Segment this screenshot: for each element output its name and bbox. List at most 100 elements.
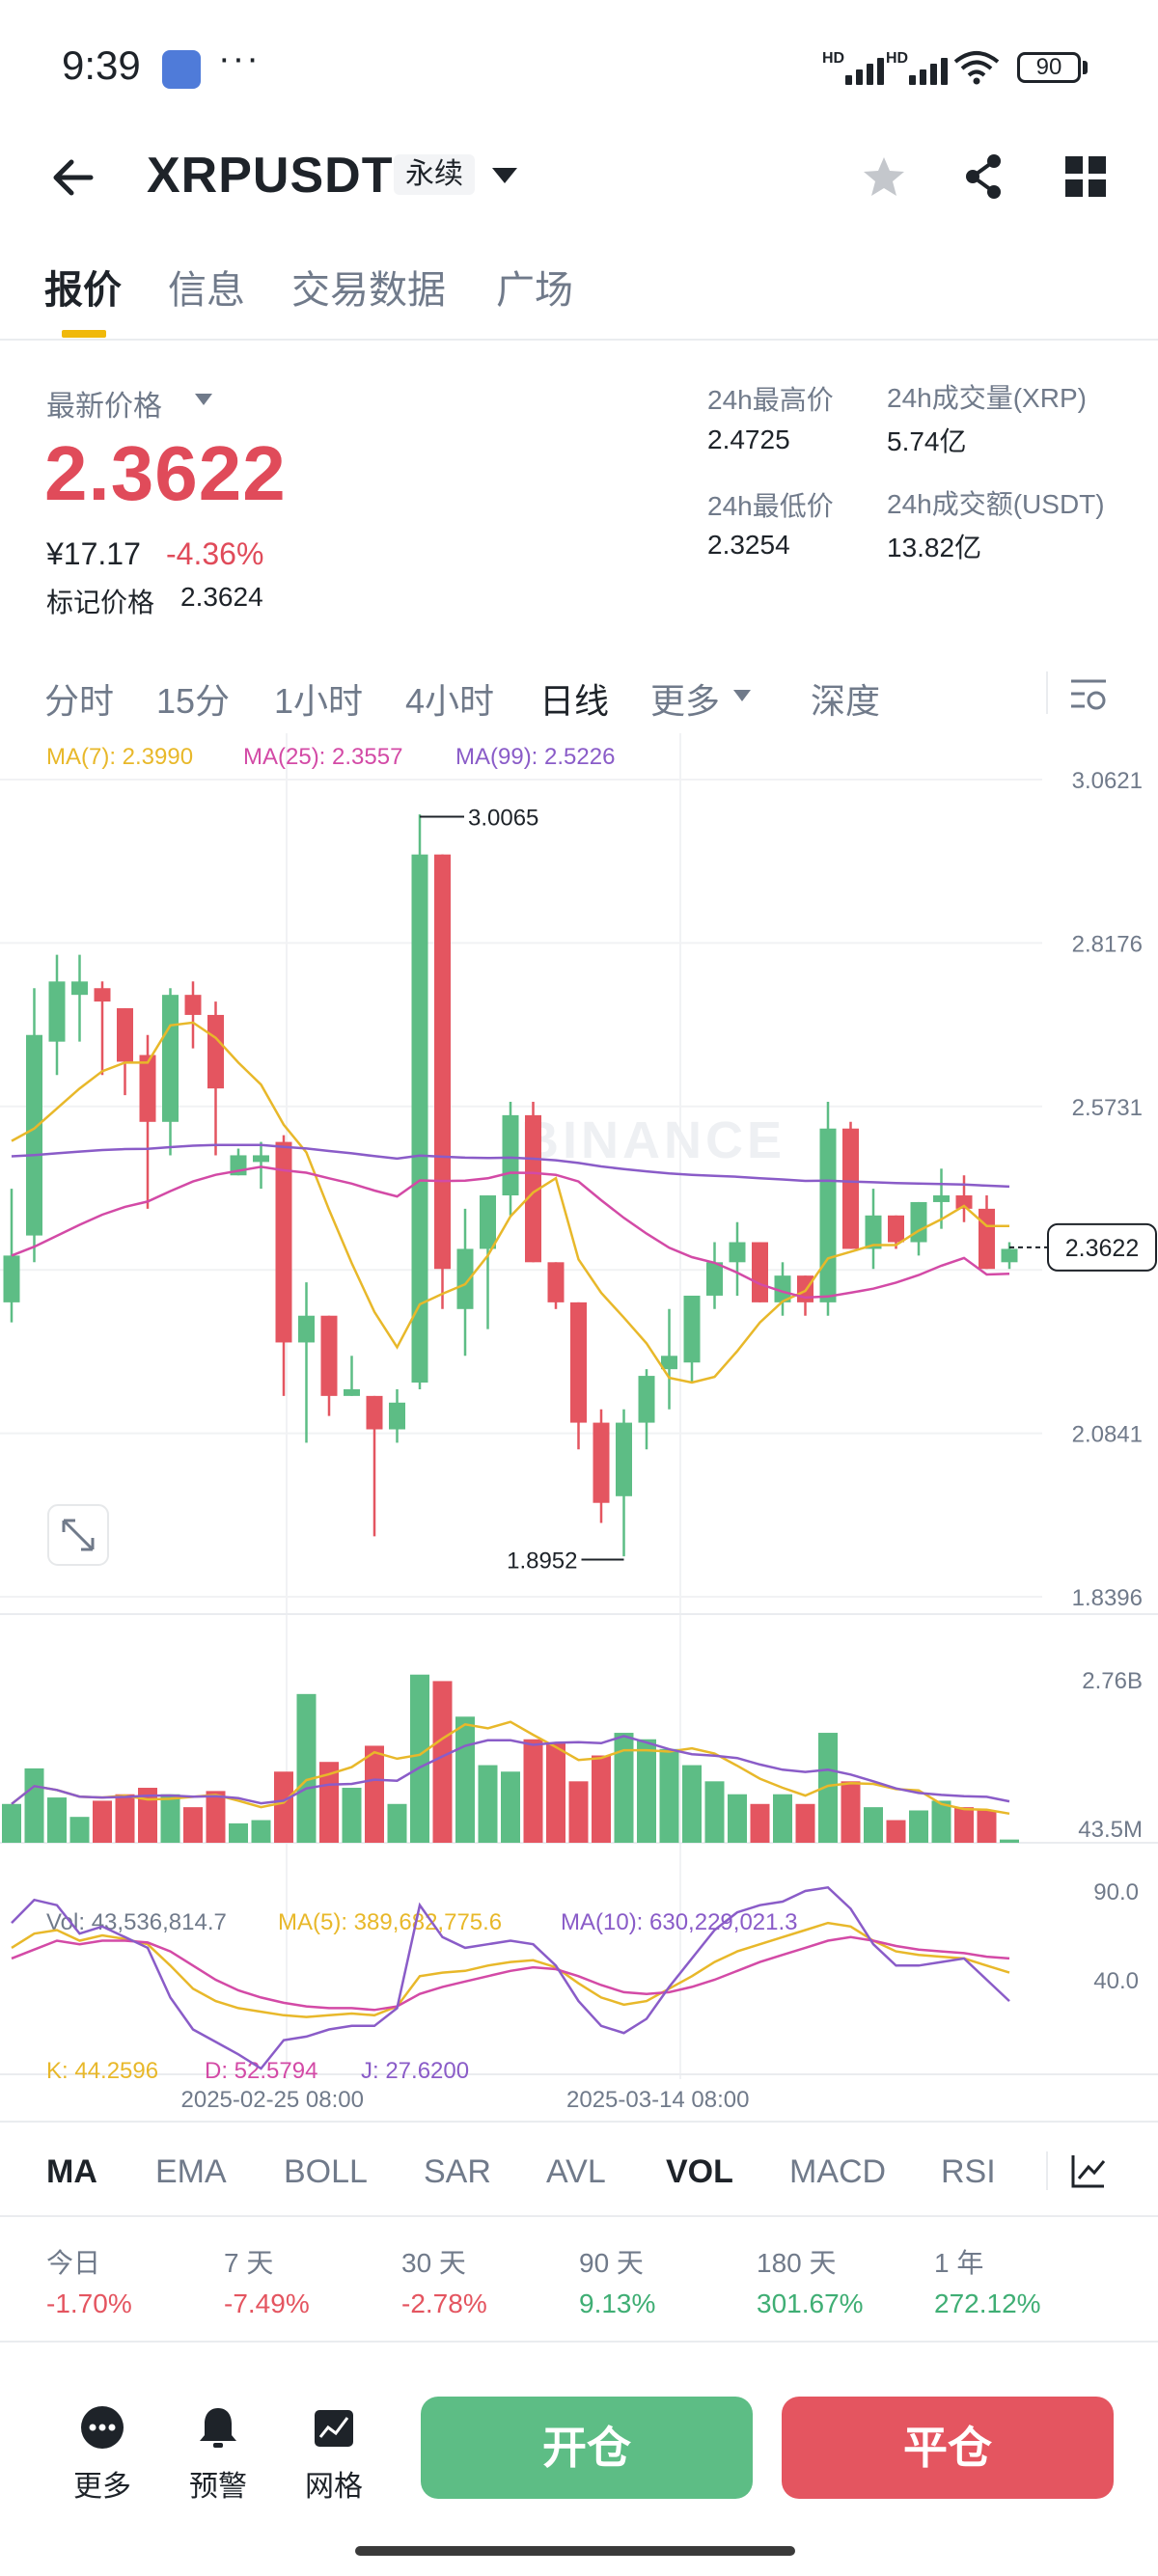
candle[interactable] bbox=[661, 1356, 677, 1370]
interval-1h[interactable]: 1小时 bbox=[274, 681, 364, 721]
price-chart[interactable]: BINANCE MA(7): 2.3990 MA(25): 2.3557 MA(… bbox=[0, 733, 1158, 2123]
indicator-rsi[interactable]: RSI bbox=[941, 2153, 996, 2190]
candle[interactable] bbox=[888, 1215, 904, 1243]
volume-bar bbox=[2, 1803, 21, 1843]
candle[interactable] bbox=[26, 1034, 42, 1236]
candle[interactable] bbox=[48, 981, 66, 1042]
candle[interactable] bbox=[253, 1155, 269, 1163]
candle[interactable] bbox=[865, 1215, 882, 1249]
signal-bars-1-icon bbox=[845, 50, 884, 85]
indicator-sar[interactable]: SAR bbox=[424, 2153, 491, 2190]
candle[interactable] bbox=[638, 1376, 655, 1423]
grid-label[interactable]: 网格 bbox=[305, 2471, 363, 2503]
pair-title[interactable]: XRPUSDT bbox=[147, 148, 394, 204]
star-icon[interactable] bbox=[862, 154, 906, 199]
close-position-button[interactable]: 平仓 bbox=[782, 2397, 1114, 2499]
candle[interactable] bbox=[979, 1208, 995, 1270]
candle[interactable] bbox=[298, 1315, 315, 1343]
candle[interactable] bbox=[842, 1128, 859, 1249]
interval-depth[interactable]: 深度 bbox=[811, 681, 881, 721]
indicator-macd[interactable]: MACD bbox=[789, 2153, 887, 2190]
indicator-boll[interactable]: BOLL bbox=[284, 2153, 368, 2190]
tab-trading-data[interactable]: 交易数据 bbox=[291, 269, 446, 312]
candle[interactable] bbox=[320, 1315, 338, 1396]
interval-15m[interactable]: 15分 bbox=[156, 681, 231, 721]
indicator-vol[interactable]: VOL bbox=[666, 2153, 733, 2190]
volume-bar bbox=[93, 1800, 112, 1843]
kdj-axis-tick: 40.0 bbox=[1093, 1968, 1139, 1994]
tab-underline bbox=[62, 330, 106, 338]
caret-down-icon[interactable] bbox=[193, 391, 214, 408]
more-label[interactable]: 更多 bbox=[73, 2471, 131, 2503]
amount-24h-label: 24h成交额(USDT) bbox=[887, 489, 1105, 519]
indicator-ema[interactable]: EMA bbox=[155, 2153, 227, 2190]
candle[interactable] bbox=[71, 981, 88, 996]
candle[interactable] bbox=[910, 1201, 927, 1243]
candle[interactable] bbox=[162, 995, 179, 1122]
candle[interactable] bbox=[752, 1242, 768, 1302]
candle[interactable] bbox=[729, 1242, 746, 1263]
interval-4h[interactable]: 4小时 bbox=[405, 681, 495, 721]
caret-down-icon[interactable] bbox=[490, 162, 519, 189]
chart-settings-icon[interactable] bbox=[1069, 677, 1108, 712]
candle[interactable] bbox=[411, 854, 428, 1384]
wifi-icon bbox=[953, 51, 1000, 85]
more-icon[interactable] bbox=[79, 2404, 125, 2451]
volume-bar bbox=[728, 1794, 747, 1843]
indicator-settings-icon[interactable] bbox=[1069, 2151, 1108, 2190]
grid-icon[interactable] bbox=[1065, 156, 1106, 197]
candle[interactable] bbox=[1001, 1248, 1018, 1263]
candle[interactable] bbox=[570, 1302, 587, 1423]
caret-down-icon[interactable] bbox=[731, 688, 753, 703]
candle[interactable] bbox=[706, 1262, 723, 1296]
candle[interactable] bbox=[344, 1388, 360, 1396]
tab-info[interactable]: 信息 bbox=[168, 269, 245, 312]
candle[interactable] bbox=[207, 1014, 224, 1089]
candle[interactable] bbox=[3, 1255, 20, 1302]
candle[interactable] bbox=[275, 1141, 292, 1343]
candle[interactable] bbox=[184, 995, 202, 1015]
mark-price-value: 2.3624 bbox=[180, 582, 263, 612]
candle[interactable] bbox=[366, 1395, 383, 1430]
tab-quote[interactable]: 报价 bbox=[44, 269, 122, 312]
open-position-button[interactable]: 开仓 bbox=[421, 2397, 753, 2499]
candle[interactable] bbox=[774, 1275, 791, 1302]
candle[interactable] bbox=[389, 1402, 405, 1430]
volume-bar bbox=[954, 1807, 974, 1843]
interval-time[interactable]: 分时 bbox=[44, 681, 115, 721]
volume-bar bbox=[138, 1788, 157, 1843]
candle[interactable] bbox=[955, 1195, 973, 1209]
alert-bell-icon[interactable] bbox=[195, 2404, 241, 2451]
candle[interactable] bbox=[139, 1055, 156, 1122]
candle[interactable] bbox=[502, 1114, 519, 1196]
volume-bar bbox=[342, 1788, 362, 1843]
grid-trading-icon[interactable] bbox=[311, 2404, 357, 2451]
volume-bar bbox=[501, 1771, 520, 1843]
share-icon[interactable] bbox=[961, 152, 1006, 201]
candle[interactable] bbox=[480, 1195, 496, 1249]
alert-label[interactable]: 预警 bbox=[189, 2471, 247, 2503]
indicator-ma[interactable]: MA bbox=[46, 2153, 97, 2190]
volume-bar bbox=[410, 1674, 429, 1843]
indicator-avl[interactable]: AVL bbox=[546, 2153, 606, 2190]
tab-square[interactable]: 广场 bbox=[496, 269, 573, 312]
back-arrow-icon[interactable] bbox=[48, 154, 106, 201]
candle[interactable] bbox=[616, 1422, 632, 1496]
candle[interactable] bbox=[117, 1008, 133, 1062]
candle[interactable] bbox=[456, 1248, 474, 1309]
candle[interactable] bbox=[819, 1128, 837, 1302]
home-indicator[interactable] bbox=[355, 2546, 795, 2556]
candle[interactable] bbox=[593, 1422, 610, 1503]
kdj-j-line bbox=[11, 1885, 1010, 2070]
interval-1d[interactable]: 日线 bbox=[539, 681, 610, 721]
volume-bar bbox=[818, 1733, 838, 1843]
interval-more[interactable]: 更多 bbox=[650, 681, 721, 721]
last-price-label[interactable]: 最新价格 bbox=[46, 391, 162, 423]
candle[interactable] bbox=[933, 1195, 950, 1202]
candle[interactable] bbox=[525, 1114, 541, 1263]
volume-ma10-line bbox=[11, 1735, 1010, 1805]
candle[interactable] bbox=[434, 854, 451, 1270]
candle[interactable] bbox=[683, 1295, 701, 1363]
candle[interactable] bbox=[547, 1262, 565, 1302]
candle[interactable] bbox=[94, 988, 111, 1002]
